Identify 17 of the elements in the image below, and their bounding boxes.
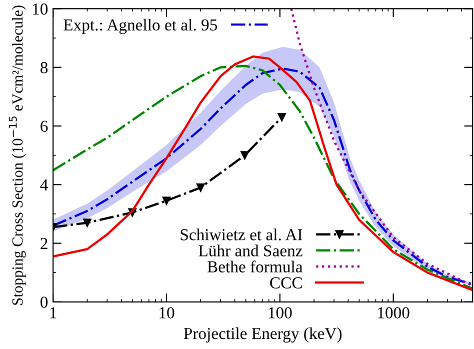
y-tick-label: 6	[40, 120, 48, 132]
y-tick-label: 8	[40, 62, 48, 74]
y-axis-title: Stopping Cross Section (10$^{−15}$ eVcm²/molecule)	[8, 6, 26, 305]
y-tick-label: 0	[40, 296, 48, 308]
y-tick-label: 2	[40, 238, 48, 250]
y-tick-label: 10	[33, 3, 48, 15]
legend-label: CCC	[270, 277, 302, 288]
legend-label: Expt.: Agnello et al. 95	[64, 18, 218, 34]
x-tick-label: 100	[268, 307, 292, 318]
x-axis-title: Projectile Energy (keV)	[184, 327, 342, 343]
x-tick-label: 1000	[378, 307, 410, 318]
x-tick-label: 1	[50, 307, 56, 318]
legend-label: Lühr and Saenz	[198, 244, 302, 256]
y-tick-label: 4	[40, 179, 48, 190]
legend-label: Schiwietz et al. AI	[180, 228, 302, 240]
x-tick-label: 10	[160, 307, 174, 318]
legend-label: Bethe formula	[207, 260, 303, 272]
